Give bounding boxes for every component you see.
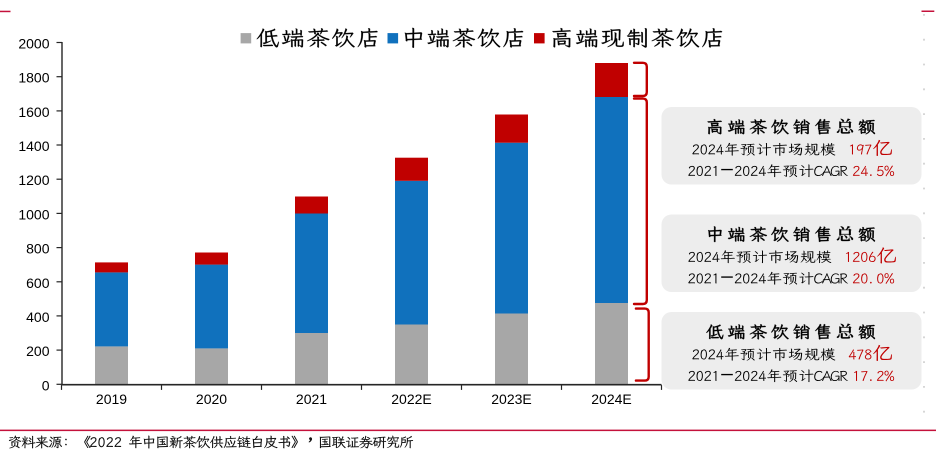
svg-text:2000: 2000 <box>18 36 49 52</box>
svg-text:2020: 2020 <box>196 391 227 407</box>
svg-text:1600: 1600 <box>18 104 49 120</box>
svg-text:1000: 1000 <box>18 206 49 222</box>
svg-text:2023E: 2023E <box>491 391 531 407</box>
svg-text:800: 800 <box>26 241 50 257</box>
svg-text:2022E: 2022E <box>391 391 431 407</box>
svg-text:200: 200 <box>26 343 50 359</box>
svg-text:1400: 1400 <box>18 138 49 154</box>
svg-text:400: 400 <box>26 309 50 325</box>
svg-text:600: 600 <box>26 275 50 291</box>
svg-text:2024E: 2024E <box>591 391 631 407</box>
svg-text:1800: 1800 <box>18 70 49 86</box>
svg-text:1200: 1200 <box>18 172 49 188</box>
svg-text:2021: 2021 <box>296 391 327 407</box>
svg-text:2019: 2019 <box>96 391 127 407</box>
svg-text:0: 0 <box>42 377 50 393</box>
